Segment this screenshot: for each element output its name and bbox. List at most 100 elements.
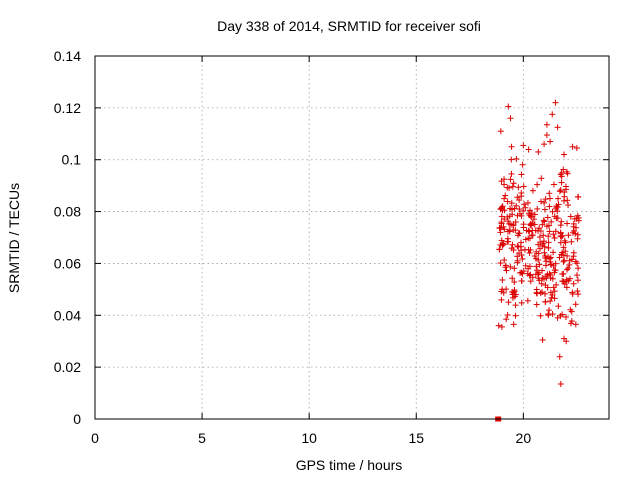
data-point — [540, 232, 547, 239]
data-point — [527, 207, 534, 214]
data-point — [557, 171, 564, 178]
data-point — [564, 252, 571, 259]
y-tick-label: 0.1 — [62, 152, 82, 168]
data-point — [509, 241, 516, 248]
x-tick-label: 10 — [301, 430, 317, 446]
data-point — [527, 278, 534, 285]
data-point — [535, 241, 542, 248]
data-point — [574, 272, 581, 279]
axes: 0 0.02 0.04 0.06 0.08 0.1 0.12 0.14 0 5 10 15 20 — [54, 48, 609, 446]
data-point — [527, 220, 534, 227]
data-point — [510, 247, 517, 254]
data-point — [560, 166, 567, 173]
data-point — [558, 233, 565, 240]
data-point — [504, 228, 511, 235]
data-point — [525, 146, 532, 153]
data-point — [500, 241, 507, 248]
data-point — [545, 233, 552, 240]
data-point — [572, 258, 579, 265]
data-point — [536, 261, 543, 268]
data-point — [503, 286, 510, 293]
data-point — [547, 195, 554, 202]
data-point — [547, 254, 554, 261]
data-point — [568, 318, 575, 325]
data-point — [505, 299, 512, 306]
data-point — [503, 316, 510, 323]
data-point — [513, 155, 520, 162]
data-point — [547, 138, 554, 145]
data-point — [535, 256, 542, 263]
x-tick-label: 20 — [516, 430, 532, 446]
data-point — [564, 266, 571, 273]
data-point — [499, 240, 506, 247]
data-point — [515, 243, 522, 250]
data-point — [546, 203, 553, 210]
data-point — [543, 275, 550, 282]
data-point — [541, 199, 548, 206]
data-point — [501, 195, 508, 202]
data-point — [504, 184, 511, 191]
data-point — [558, 179, 565, 186]
data-point — [523, 227, 530, 234]
data-point — [557, 230, 564, 237]
data-point — [567, 306, 574, 313]
data-point — [532, 271, 539, 278]
data-point — [543, 132, 550, 139]
data-point — [512, 227, 519, 234]
y-tick-label: 0 — [73, 411, 81, 427]
data-point — [498, 237, 505, 244]
data-point — [575, 214, 582, 221]
data-point — [497, 260, 504, 267]
data-point — [567, 213, 574, 220]
data-point — [512, 219, 519, 226]
data-point — [544, 214, 551, 221]
data-point — [570, 249, 577, 256]
data-point — [518, 252, 525, 259]
data-point — [557, 239, 564, 246]
data-point — [509, 291, 516, 298]
data-point — [538, 280, 545, 287]
data-point — [574, 288, 581, 295]
gridlines — [95, 56, 609, 419]
data-point — [565, 232, 572, 239]
data-point — [559, 249, 566, 256]
data-point — [536, 277, 543, 284]
data-point — [541, 206, 548, 213]
data-point — [574, 277, 581, 284]
data-point — [510, 180, 517, 187]
data-point — [520, 207, 527, 214]
data-point — [517, 269, 524, 276]
data-point — [533, 248, 540, 255]
data-point — [545, 222, 552, 229]
data-point — [508, 156, 515, 163]
data-point — [499, 207, 506, 214]
data-point — [527, 246, 534, 253]
data-point — [575, 291, 582, 298]
data-point — [541, 218, 548, 225]
data-point — [570, 280, 577, 287]
data-point — [561, 189, 568, 196]
data-point — [549, 208, 556, 215]
data-point — [496, 224, 503, 231]
data-point — [526, 263, 533, 270]
data-point — [559, 278, 566, 285]
data-point — [570, 227, 577, 234]
data-point — [496, 246, 503, 253]
data-point — [507, 115, 514, 122]
data-point — [545, 239, 552, 246]
data-point — [518, 171, 525, 178]
data-point — [542, 252, 549, 259]
y-tick-label: 0.04 — [54, 307, 81, 323]
data-point — [504, 218, 511, 225]
data-point — [511, 205, 518, 212]
data-point — [509, 275, 516, 282]
data-point — [551, 234, 558, 241]
data-point — [534, 181, 541, 188]
data-point — [541, 243, 548, 250]
data-point — [518, 190, 525, 197]
data-point — [502, 262, 509, 269]
data-point — [521, 201, 528, 208]
data-point — [560, 252, 567, 259]
data-point — [524, 199, 531, 206]
data-point — [564, 220, 571, 227]
